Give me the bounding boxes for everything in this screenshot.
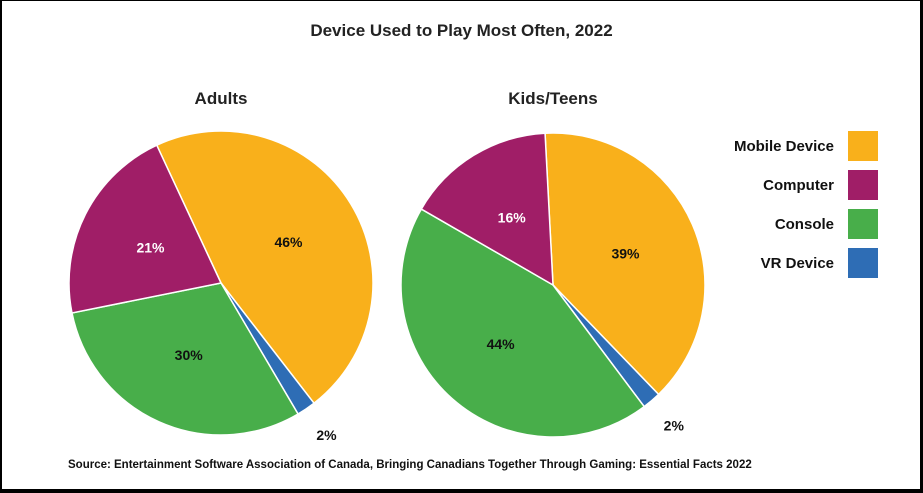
- pie-adults: 46% 2% 30% 21%: [68, 130, 374, 443]
- legend-swatch-vr-device: [848, 248, 878, 278]
- data-label-adults-vr-device: 2%: [316, 427, 337, 443]
- legend-label-vr-device: VR Device: [760, 255, 834, 272]
- data-label-kids-teens-vr-device: 2%: [664, 418, 685, 434]
- legend-swatch-mobile-device: [848, 131, 878, 161]
- chart-title: Device Used to Play Most Often, 2022: [310, 21, 613, 40]
- legend-item-console: Console: [700, 209, 878, 239]
- data-label-adults-mobile-device: 46%: [274, 234, 303, 250]
- slice-adults-console: [71, 282, 300, 436]
- legend-item-computer: Computer: [700, 170, 878, 200]
- kids-teens-pie-title: Kids/Teens: [508, 89, 598, 108]
- slice-adults-computer: [68, 144, 223, 314]
- legend-item-mobile-device: Mobile Device: [700, 131, 878, 161]
- slice-kids-teens-mobile-device: [544, 132, 706, 396]
- legend-label-computer: Computer: [763, 177, 834, 194]
- legend-swatch-computer: [848, 170, 878, 200]
- pie-kids-teens: 39% 2% 44% 16%: [400, 132, 706, 438]
- slice-adults-mobile-device: [155, 130, 374, 405]
- source-note: Source: Entertainment Software Associati…: [68, 459, 752, 471]
- legend-label-mobile-device: Mobile Device: [733, 138, 834, 155]
- data-label-kids-teens-mobile-device: 39%: [611, 246, 640, 262]
- data-label-kids-teens-console: 44%: [487, 336, 516, 352]
- legend-label-console: Console: [774, 216, 834, 233]
- data-label-adults-console: 30%: [175, 347, 204, 363]
- slice-kids-teens-computer: [420, 132, 554, 287]
- slice-kids-teens-console: [400, 208, 646, 438]
- adults-pie-title: Adults: [194, 89, 248, 108]
- legend-item-vr-device: VR Device: [700, 248, 878, 278]
- data-label-kids-teens-computer: 16%: [498, 210, 527, 226]
- data-label-adults-computer: 21%: [136, 239, 165, 255]
- legend-swatch-console: [848, 209, 878, 239]
